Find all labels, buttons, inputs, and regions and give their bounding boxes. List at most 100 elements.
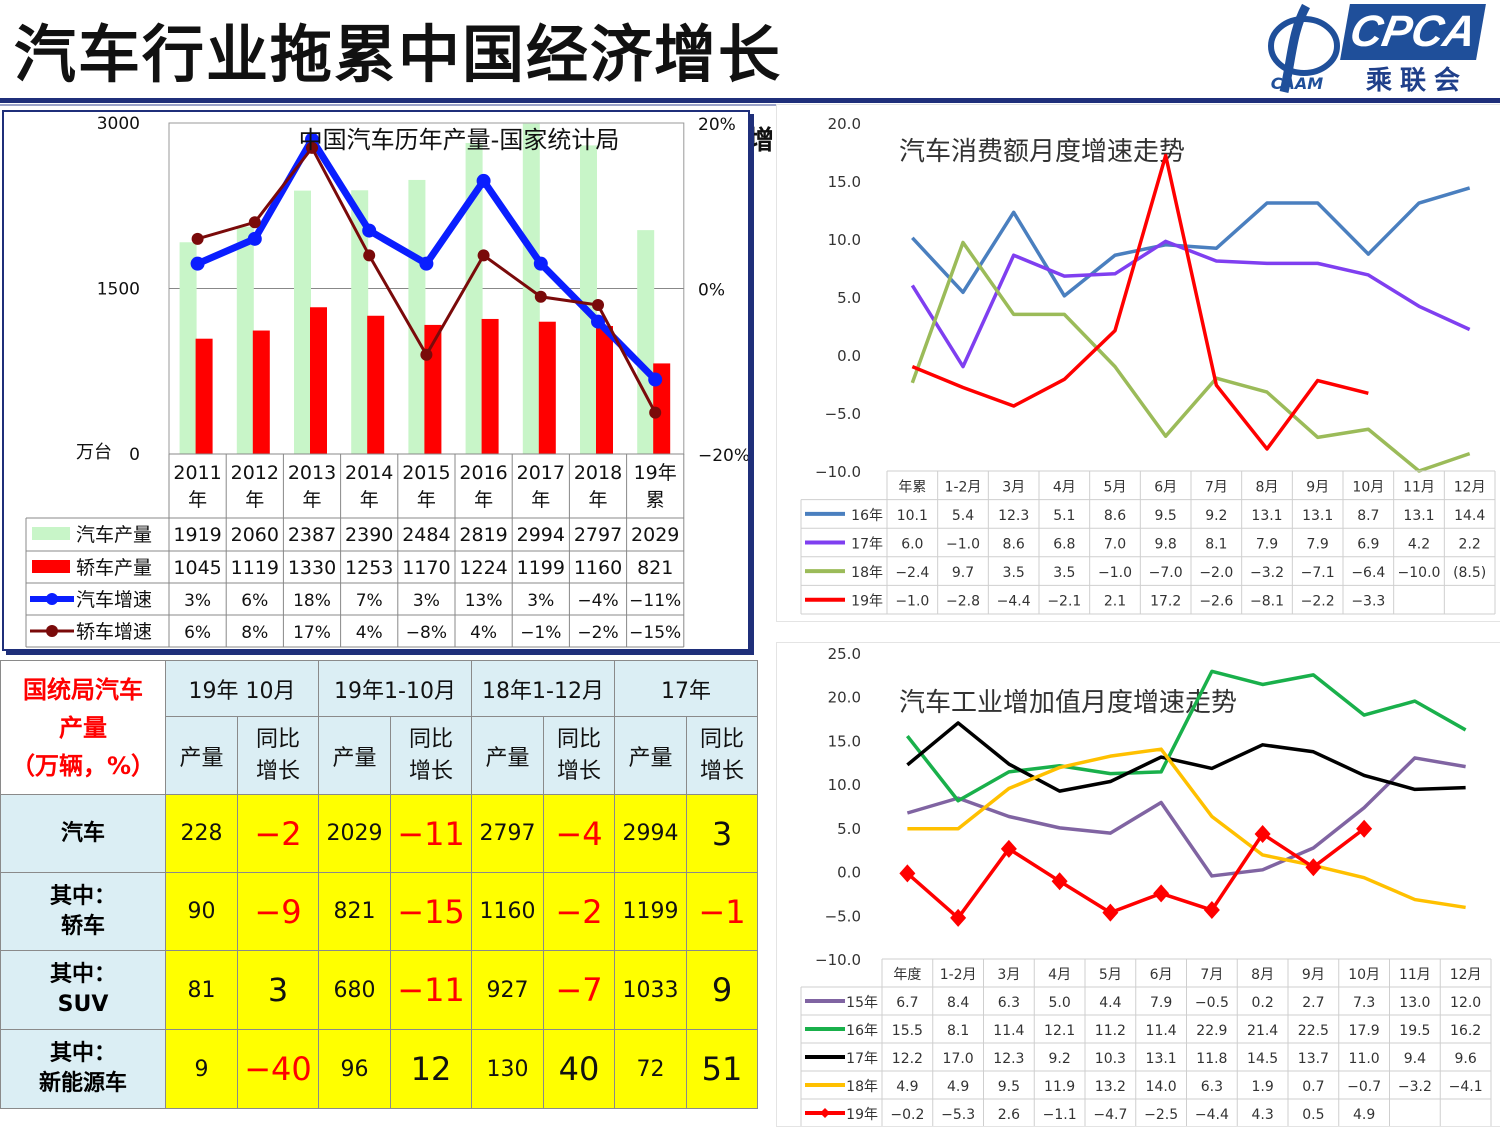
x-tick-label: 2012 xyxy=(231,462,279,484)
data-label: 13% xyxy=(465,591,503,611)
data-label: 4.4 xyxy=(1099,995,1121,1011)
series-line-15年 xyxy=(906,756,1466,878)
series-marker-19年 xyxy=(1000,839,1017,858)
data-label: 4.9 xyxy=(947,1079,969,1095)
data-label: 3% xyxy=(527,591,554,611)
qty-value: 228 xyxy=(165,794,238,873)
data-label: −2.5 xyxy=(1144,1107,1178,1123)
sedan-growth-point xyxy=(306,141,318,154)
data-label: 9.5 xyxy=(1155,508,1177,524)
chart-title: 中国汽车历年产量-国家统计局 xyxy=(299,126,620,154)
legend-label: 19年 xyxy=(851,594,883,610)
y-tick-label: 0.0 xyxy=(837,347,861,365)
x-tick-label: 年 xyxy=(474,489,493,511)
yoy-value: −11 xyxy=(390,950,473,1030)
vehicle-growth-point xyxy=(591,314,605,329)
data-label: 1253 xyxy=(345,557,393,579)
x-tick-label: 年 xyxy=(588,489,607,511)
data-label: 18% xyxy=(293,591,331,611)
x-tick-label: 2017 xyxy=(517,462,565,484)
data-label: 9.7 xyxy=(952,565,974,581)
sedan-growth-point xyxy=(477,249,490,262)
data-label: −2.1 xyxy=(1047,594,1081,610)
data-label: −1.0 xyxy=(1098,565,1132,581)
partially-hidden-text: 增 xyxy=(748,126,775,156)
x-tick-label: 3月 xyxy=(997,967,1020,983)
data-label: 2484 xyxy=(402,524,450,546)
y-tick-label: −10.0 xyxy=(815,463,861,481)
data-label: −5.3 xyxy=(941,1107,975,1123)
bar-total-production xyxy=(236,226,254,454)
data-label: −2.2 xyxy=(1301,594,1335,610)
data-label: 11.4 xyxy=(993,1023,1024,1039)
data-label: −3.2 xyxy=(1250,565,1284,581)
data-label: 6.8 xyxy=(1053,537,1075,553)
yoy-value: −7 xyxy=(543,950,616,1030)
production-stats-table: 国统局汽车 产量 （万辆，%） 19年 10月 19年1-10月 18年1-12… xyxy=(0,660,759,1109)
data-label: 12.2 xyxy=(892,1051,923,1067)
yoy-header-line: 同比 xyxy=(256,726,301,752)
data-label: 4% xyxy=(356,623,383,643)
data-label: 17.9 xyxy=(1349,1023,1380,1039)
legend-label: 17年 xyxy=(846,1051,878,1067)
data-label: 4.3 xyxy=(1251,1107,1273,1123)
vehicle-growth-point xyxy=(476,173,491,188)
data-label: 12.1 xyxy=(1044,1023,1075,1039)
data-label: 8.1 xyxy=(947,1023,969,1039)
x-tick-label: 年 xyxy=(531,489,550,511)
row-label-line: 其中： xyxy=(49,962,116,987)
data-label: 3% xyxy=(413,591,440,611)
data-label: 16.2 xyxy=(1450,1023,1481,1039)
yoy-header: 同比 增长 xyxy=(236,716,320,795)
yoy-header-line: 同比 xyxy=(409,726,454,752)
data-label: 1045 xyxy=(173,557,221,579)
legend-label: 17年 xyxy=(851,537,883,553)
yoy-value: 12 xyxy=(390,1029,473,1109)
data-label: 9.2 xyxy=(1048,1051,1070,1067)
data-label: 3.5 xyxy=(1003,565,1025,581)
legend-swatch xyxy=(32,560,70,573)
data-label: −2.6 xyxy=(1199,594,1233,610)
qty-value: 1160 xyxy=(471,872,545,951)
bar-sedan-production xyxy=(310,307,327,454)
legend-label: 15年 xyxy=(846,995,878,1011)
vehicle-growth-point xyxy=(419,256,434,271)
corner-line: （万辆，%） xyxy=(10,751,156,780)
x-tick-label: 10月 xyxy=(1352,479,1384,495)
qty-header: 产量 xyxy=(471,716,545,795)
x-tick-label: 5月 xyxy=(1104,479,1127,495)
qty-value: 2797 xyxy=(471,794,545,873)
x-tick-label: 8月 xyxy=(1256,479,1279,495)
data-label: 1199 xyxy=(517,557,565,579)
data-label: −8.1 xyxy=(1250,594,1284,610)
x-tick-label: 4月 xyxy=(1048,967,1071,983)
data-label: 13.1 xyxy=(1302,508,1333,524)
qty-header: 产量 xyxy=(614,716,688,795)
data-label: −4% xyxy=(577,591,618,611)
vehicle-growth-point xyxy=(190,256,205,271)
yoy-header-line: 增长 xyxy=(700,758,745,784)
x-tick-label: 7月 xyxy=(1200,967,1223,983)
data-label: −3.2 xyxy=(1398,1079,1432,1095)
sedan-growth-point xyxy=(649,406,662,419)
data-label: 9.8 xyxy=(1155,537,1177,553)
data-label: −3.3 xyxy=(1351,594,1385,610)
data-label: 7.9 xyxy=(1307,537,1329,553)
x-tick-label: 1-2月 xyxy=(940,967,977,983)
bar-sedan-production xyxy=(252,330,270,454)
y-unit-label: 万台 xyxy=(76,442,112,463)
qty-value: 2994 xyxy=(614,794,688,873)
y2-tick-label: 0% xyxy=(698,281,725,301)
corner-line: 产量 xyxy=(59,713,107,742)
data-label: 821 xyxy=(637,557,673,579)
y-tick-label: 0 xyxy=(129,445,140,465)
data-label: 2.7 xyxy=(1302,995,1324,1011)
corner-line: 国统局汽车 xyxy=(23,675,143,704)
data-label: 22.9 xyxy=(1196,1023,1227,1039)
data-label: 15.5 xyxy=(892,1023,923,1039)
legend-label: 16年 xyxy=(851,508,883,524)
series-marker-19年 xyxy=(1102,903,1119,922)
legend-label: 18年 xyxy=(846,1079,878,1095)
row-label: 其中： 新能源车 xyxy=(0,1029,166,1109)
x-tick-label: 11月 xyxy=(1403,479,1435,495)
